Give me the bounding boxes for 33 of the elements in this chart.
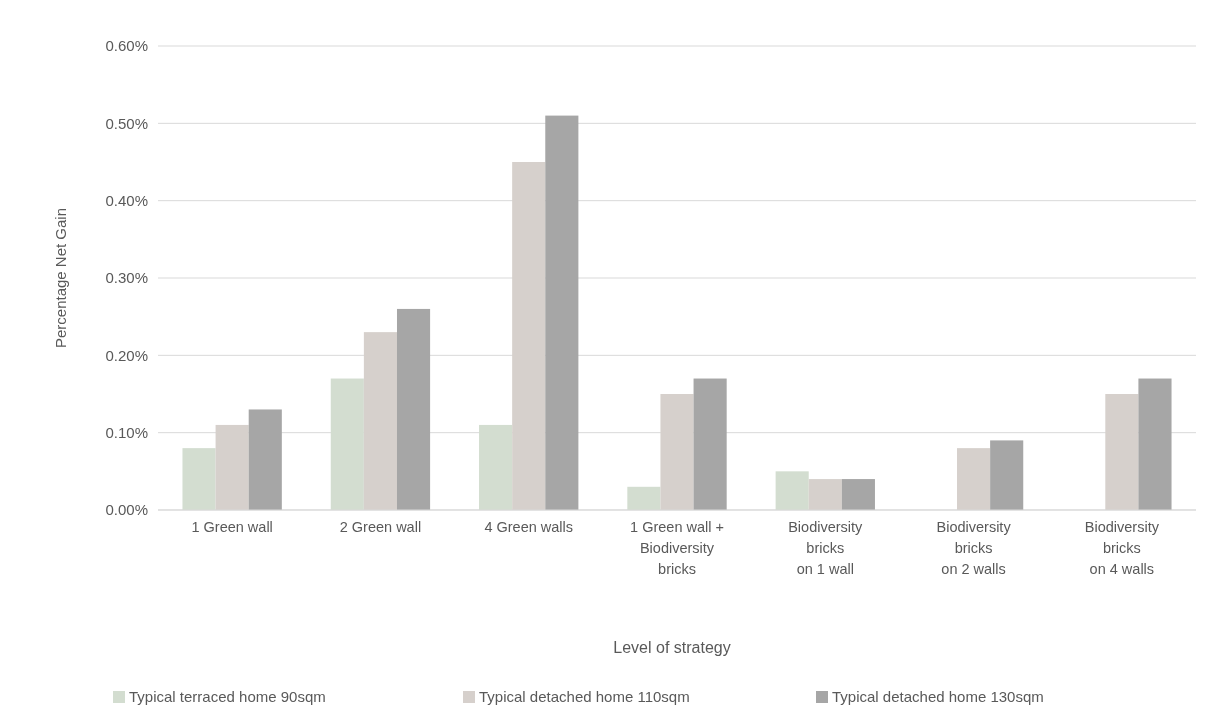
x-tick-label: 1 Green wall + Biodiversity bricks	[630, 519, 724, 577]
bar	[215, 424, 249, 510]
bar	[841, 479, 875, 510]
bar	[545, 115, 579, 510]
x-tick-label: Biodiversity bricks on 2 walls	[936, 519, 1012, 577]
bar	[660, 394, 694, 510]
y-tick-label: 0.30%	[105, 269, 148, 287]
legend-label: Typical terraced home 90sqm	[129, 688, 326, 706]
bar	[1138, 378, 1172, 510]
bar	[990, 440, 1024, 510]
bar	[808, 479, 842, 510]
y-tick-label: 0.00%	[105, 501, 148, 519]
x-tick-label: 2 Green wall	[339, 519, 422, 535]
legend-label: Typical detached home 130sqm	[832, 688, 1044, 706]
bar	[248, 409, 282, 510]
bar	[693, 378, 727, 510]
x-tick-label: 1 Green wall	[191, 519, 273, 535]
x-tick-label: Biodiversity bricks on 1 wall	[788, 519, 864, 577]
x-tick-label: Biodiversity bricks on 4 walls	[1084, 519, 1160, 577]
bar	[396, 308, 431, 510]
legend-label: Typical detached home 110sqm	[479, 688, 690, 706]
bar	[957, 448, 991, 510]
bar	[1105, 394, 1139, 510]
x-axis-title: Level of strategy	[613, 639, 731, 656]
y-tick-label: 0.40%	[105, 191, 148, 209]
bar	[512, 162, 546, 510]
bar	[363, 332, 397, 510]
y-tick-label: 0.10%	[105, 423, 148, 441]
y-tick-label: 0.20%	[105, 346, 148, 364]
y-tick-label: 0.50%	[105, 114, 148, 132]
y-tick-label: 0.60%	[105, 37, 148, 55]
y-axis-title: Percentage Net Gain	[52, 207, 69, 349]
x-tick-label: 4 Green walls	[484, 519, 574, 535]
